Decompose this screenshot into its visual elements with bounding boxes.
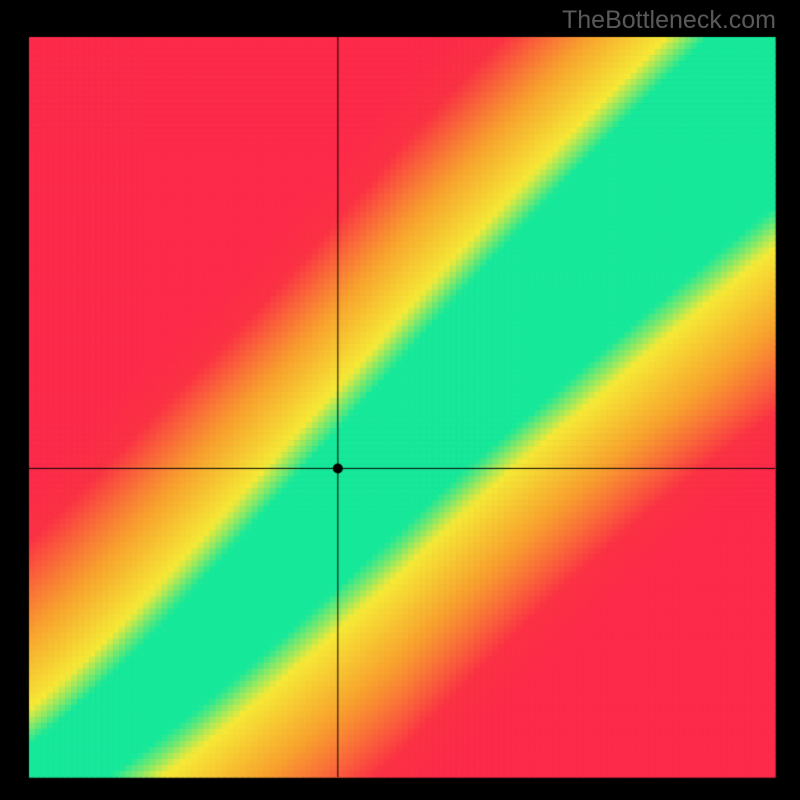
watermark-label: TheBottleneck.com: [562, 6, 776, 35]
bottleneck-heatmap: [0, 0, 800, 800]
chart-container: TheBottleneck.com: [0, 0, 800, 800]
